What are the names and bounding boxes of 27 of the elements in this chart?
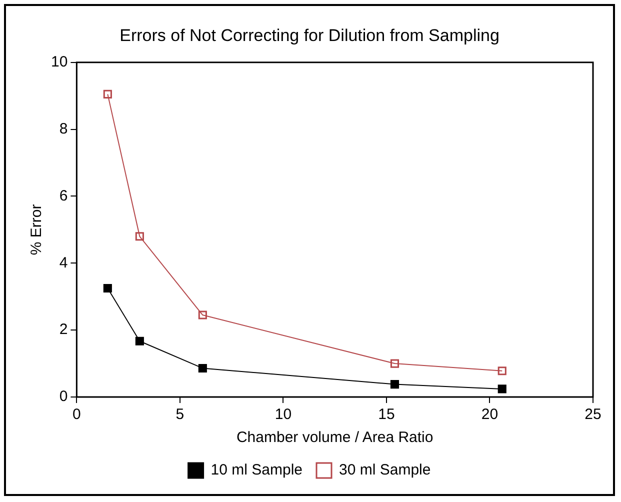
y-axis-title: % Error [28,204,46,256]
point [103,284,112,293]
y-tick-label: 8 [59,120,68,138]
x-tick-label: 25 [584,406,602,424]
x-tick-label: 10 [274,406,292,424]
x-axis-title: Chamber volume / Area Ratio [236,429,434,446]
chart-title: Errors of Not Correcting for Dilution from Sampling [120,26,500,45]
point [390,380,400,389]
point [390,359,400,368]
point [498,366,506,376]
point [198,364,207,373]
x-tick-label: 15 [378,406,395,424]
point [103,90,112,98]
legend-label: 30 ml Sample [339,462,431,479]
x-tick-label: 0 [72,406,81,424]
y-tick-label: 4 [59,254,68,272]
point [498,384,506,394]
point [135,336,144,346]
point [135,232,144,241]
y-tick-label: 0 [59,388,68,406]
y-tick-label: 2 [59,321,68,338]
legend-label: 10 ml Sample [210,462,303,479]
y-tick-label: 6 [59,187,68,204]
x-tick-label: 5 [176,406,184,424]
x-tick-label: 20 [481,406,498,424]
y-tick-label: 10 [50,54,68,71]
point [198,310,207,320]
